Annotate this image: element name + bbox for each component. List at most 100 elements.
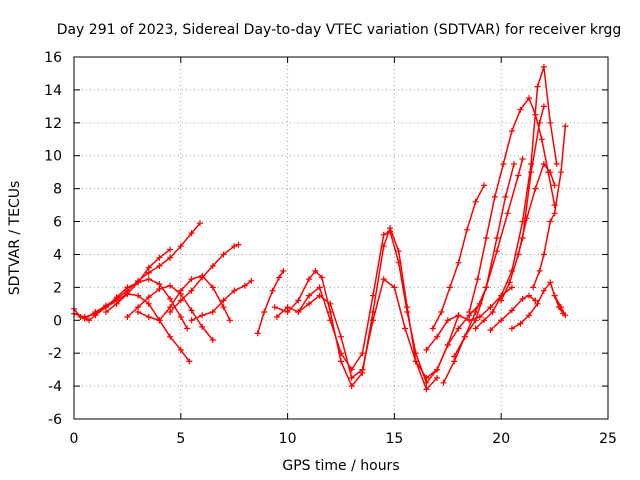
data-point (551, 210, 558, 217)
data-point (446, 284, 453, 291)
data-point (483, 284, 490, 291)
data-point (526, 292, 532, 299)
data-point (560, 310, 567, 317)
data-point (402, 325, 409, 332)
data-point (220, 304, 227, 311)
series-trace (169, 243, 240, 313)
data-point (519, 156, 526, 162)
data-point (391, 284, 398, 291)
data-series-trace-5 (124, 282, 216, 343)
data-point (506, 279, 513, 286)
data-series-trace-24 (551, 292, 567, 317)
data-point (493, 248, 500, 255)
x-axis-title: GPS time / hours (282, 458, 399, 474)
series-trace (517, 105, 545, 256)
data-point (412, 358, 419, 365)
data-point (395, 248, 402, 255)
data-point (476, 314, 483, 320)
data-series-trace-10 (271, 225, 441, 393)
data-point (487, 327, 494, 334)
data-point (156, 286, 163, 292)
data-point (280, 267, 287, 274)
data-point (536, 119, 543, 126)
y-tick-label: -2 (48, 346, 62, 362)
data-series-trace-18 (472, 63, 560, 332)
data-point (188, 307, 195, 314)
data-point (481, 317, 488, 324)
data-point (540, 103, 547, 110)
data-point (235, 241, 242, 248)
y-tick-label: 14 (44, 83, 62, 99)
data-point (540, 287, 547, 294)
data-point (498, 297, 505, 304)
x-tick-label: 25 (599, 431, 617, 447)
data-series-trace-22 (515, 103, 547, 258)
data-point (167, 282, 174, 289)
data-point (534, 300, 541, 307)
chart-title: Day 291 of 2023, Sidereal Day-to-day VTE… (57, 22, 622, 38)
data-point (489, 309, 496, 315)
data-point (540, 251, 547, 258)
data-point (547, 279, 554, 286)
data-series-trace-8 (188, 277, 255, 324)
data-series-trace-23 (530, 123, 569, 291)
data-series-trace-14 (429, 182, 488, 332)
data-point (327, 300, 334, 307)
x-tick-label: 0 (70, 431, 79, 447)
data-series-trace-4 (103, 246, 174, 315)
data-layer (71, 63, 569, 393)
data-point (145, 276, 152, 283)
data-point (103, 309, 109, 315)
data-point (359, 350, 366, 357)
series-trace (468, 97, 556, 313)
data-point (271, 304, 278, 311)
data-point (103, 302, 109, 309)
data-series-trace-7 (167, 241, 242, 315)
data-point (177, 314, 184, 320)
data-point (306, 300, 312, 307)
data-point (519, 295, 526, 302)
data-point (318, 274, 325, 281)
data-point (167, 333, 174, 340)
data-point (177, 287, 184, 294)
data-point (199, 312, 206, 319)
y-tick-label: 16 (44, 50, 62, 66)
data-point (209, 337, 216, 343)
data-point (167, 246, 174, 253)
data-point (502, 193, 509, 200)
data-point (306, 276, 312, 283)
series-trace (489, 294, 537, 331)
data-point (167, 254, 174, 261)
data-point (209, 263, 216, 269)
data-point (508, 128, 515, 134)
data-point (188, 276, 195, 283)
y-tick-label: 2 (53, 280, 62, 296)
data-point (504, 210, 511, 217)
data-point (455, 325, 462, 332)
data-point (519, 235, 526, 241)
data-point (248, 277, 255, 284)
data-point (338, 333, 344, 340)
data-point (188, 287, 195, 294)
data-series-trace-6 (135, 272, 233, 324)
data-point (423, 374, 430, 381)
data-point (434, 333, 441, 340)
y-tick-label: 4 (53, 247, 62, 263)
data-point (404, 309, 411, 315)
data-point (387, 228, 394, 235)
data-point (124, 314, 131, 320)
data-point (466, 309, 473, 315)
data-series-trace-9 (254, 267, 287, 337)
data-point (461, 333, 468, 340)
data-series-trace-19 (487, 292, 539, 334)
data-point (177, 297, 184, 304)
data-point (254, 330, 261, 337)
data-point (261, 309, 268, 315)
data-series-trace-20 (498, 161, 558, 304)
data-point (540, 63, 547, 70)
data-point (186, 358, 193, 365)
data-point (231, 243, 238, 250)
data-point (526, 95, 532, 102)
data-series-trace-12 (295, 276, 483, 381)
